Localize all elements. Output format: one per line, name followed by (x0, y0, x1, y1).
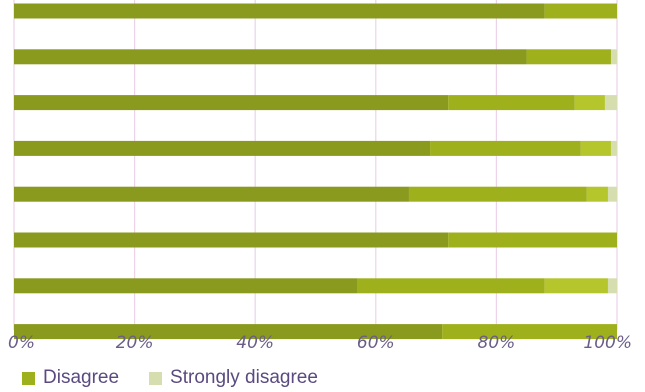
bar-segment-row2-s4 (610, 49, 617, 65)
bar-segment-row3-s4 (604, 95, 617, 111)
bar-segment-row6-s2 (448, 232, 617, 248)
bar-segment-row4-s1 (14, 140, 431, 156)
bar-segment-row7-s4 (607, 278, 617, 294)
bar-segment-row2-s2 (526, 49, 611, 65)
bar-segment-row7-s1 (14, 278, 358, 294)
bar-segment-row4-s2 (430, 140, 581, 156)
bar-segment-row7-s3 (544, 278, 608, 294)
bar-segment-row3-s2 (448, 95, 575, 111)
x-tick-label: 0% (8, 333, 35, 353)
bar-segment-row4-s3 (580, 140, 611, 156)
x-axis-tick-labels: 0% 20% 40% 60% 80% 100% (8, 333, 632, 353)
bar-segment-row3-s1 (14, 95, 449, 111)
x-tick-label: 20% (116, 333, 154, 353)
bar-segment-row8-s2 (442, 324, 617, 340)
legend-label-disagree: Disagree (43, 367, 120, 388)
x-tick-label: 40% (236, 333, 274, 353)
x-tick-label: 80% (478, 333, 516, 353)
legend-swatch-strongly-disagree (149, 371, 163, 385)
legend: Disagree Strongly disagree (22, 366, 348, 390)
bar-segment-row5-s1 (14, 186, 409, 202)
legend-label-strongly-disagree: Strongly disagree (170, 367, 318, 388)
bar-segment-row3-s3 (574, 95, 605, 111)
bars (14, 3, 617, 340)
bar-segment-row1-s2 (544, 3, 617, 19)
legend-swatch-disagree (22, 371, 35, 385)
legend-item-disagree: Disagree (22, 367, 119, 389)
bar-segment-row7-s2 (357, 278, 545, 294)
x-tick-label: 100% (583, 333, 632, 353)
bar-segment-row8-s1 (14, 324, 443, 340)
legend-item-strongly-disagree: Strongly disagree (149, 367, 318, 389)
bar-segment-row1-s1 (14, 3, 545, 19)
bar-segment-row5-s2 (408, 186, 587, 202)
bar-segment-row5-s4 (607, 186, 617, 202)
x-tick-label: 60% (357, 333, 395, 353)
bar-segment-row2-s1 (14, 49, 527, 65)
bar-segment-row5-s3 (586, 186, 608, 202)
bar-segment-row4-s4 (610, 140, 617, 156)
bar-segment-row6-s1 (14, 232, 449, 248)
